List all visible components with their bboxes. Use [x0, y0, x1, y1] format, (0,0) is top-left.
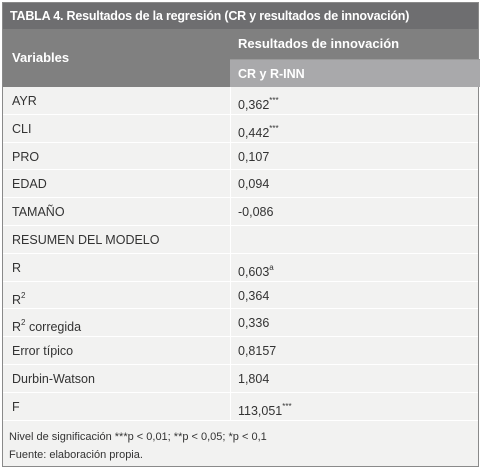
variable-label: CLI	[12, 121, 32, 136]
variable-cell: TAMAÑO	[12, 198, 65, 226]
variable-label: AYR	[12, 94, 37, 108]
table-row: EDAD 0,094	[3, 170, 478, 199]
value-label: 0,8157	[238, 344, 277, 359]
value-cell: 1,804	[238, 365, 269, 393]
value-label: 113,051	[238, 403, 283, 418]
value-label: 0,364	[238, 288, 270, 303]
value-cell: 0,336	[238, 309, 269, 337]
column-divider	[230, 337, 231, 365]
column-divider	[230, 170, 231, 199]
variable-label: Durbin-Watson	[12, 371, 95, 386]
value-cell: 0,442***	[238, 115, 279, 143]
variable-label: R	[12, 292, 22, 307]
column-divider	[230, 198, 231, 226]
table-title: TABLA 4. Resultados de la regresión (CR …	[3, 3, 478, 29]
value-label: 0,094	[238, 177, 270, 192]
variable-cell: EDAD	[12, 170, 47, 198]
variable-label: RESUMEN DEL MODELO	[12, 232, 160, 247]
table-row: Durbin-Watson 1,804	[3, 364, 478, 393]
column-divider	[230, 142, 231, 171]
variable-cell: RESUMEN DEL MODELO	[12, 226, 159, 254]
column-divider	[230, 309, 231, 338]
table-row: CLI 0,442***	[3, 114, 478, 143]
value-label: 0,362	[238, 98, 270, 113]
table-row: R2 0,364	[3, 281, 478, 310]
table-header: Variables Resultados de innovación CR y …	[3, 29, 480, 87]
column-divider	[230, 281, 231, 310]
value-label: 0,603	[238, 264, 270, 279]
table-row: PRO 0,107	[3, 142, 478, 171]
value-cell: -0,086	[238, 198, 273, 226]
variable-label: EDAD	[12, 177, 47, 192]
table-row: R 0,603a	[3, 253, 478, 282]
variable-cell: R2 corregida	[12, 309, 81, 337]
column-divider	[230, 392, 231, 421]
table-row: TAMAÑO -0,086	[3, 198, 478, 226]
header-subcolumn: CR y R-INN	[230, 59, 480, 87]
source-note: Fuente: elaboración propia.	[9, 449, 143, 461]
table-row: R2 corregida 0,336	[3, 309, 478, 338]
value-cell: 0,094	[238, 170, 269, 198]
variable-suffix: corregida	[25, 320, 82, 335]
header-group-innovation: Resultados de innovación	[238, 36, 400, 51]
value-cell: 0,362***	[238, 87, 279, 115]
value-label: 1,804	[238, 371, 270, 386]
table-row: AYR 0,362***	[3, 87, 478, 115]
variable-label: Error típico	[12, 344, 74, 359]
significance-note: Nivel de significación ***p < 0,01; **p …	[9, 431, 267, 443]
value-cell: 113,051***	[238, 393, 292, 421]
variable-cell: PRO	[12, 143, 39, 171]
value-label: 0,336	[238, 316, 270, 331]
variable-cell: R2	[12, 282, 25, 310]
value-label: 0,442	[238, 125, 270, 140]
value-cell: 0,8157	[238, 337, 276, 365]
significance-superscript: a	[269, 262, 274, 272]
column-divider	[230, 253, 231, 282]
column-divider	[230, 364, 231, 393]
value-cell: 0,364	[238, 282, 269, 310]
variable-superscript: 2	[21, 318, 26, 328]
table-notes: Nivel de significación ***p < 0,01; **p …	[9, 428, 267, 464]
column-divider	[230, 87, 231, 115]
table-body: AYR 0,362*** CLI 0,442*** PRO 0,107 EDAD 0,094 T…	[3, 87, 478, 421]
value-label: -0,086	[238, 205, 274, 220]
variable-superscript: 2	[21, 290, 26, 300]
variable-cell: R	[12, 254, 21, 282]
variable-cell: F	[12, 393, 20, 421]
variable-label: PRO	[12, 149, 40, 164]
variable-cell: AYR	[12, 87, 37, 115]
variable-cell: Durbin-Watson	[12, 365, 95, 393]
table-row: Error típico 0,8157	[3, 337, 478, 365]
variable-label: R	[12, 260, 22, 275]
variable-cell: Error típico	[12, 337, 73, 365]
column-divider	[230, 225, 231, 254]
column-divider	[230, 114, 231, 143]
variable-label: F	[12, 399, 20, 414]
table-row: F 113,051***	[3, 392, 478, 421]
variable-label: TAMAÑO	[12, 205, 65, 220]
significance-superscript: ***	[269, 123, 279, 133]
significance-superscript: ***	[282, 401, 292, 411]
value-label: 0,107	[238, 149, 270, 164]
significance-superscript: ***	[269, 96, 279, 105]
variable-label: R	[12, 320, 22, 335]
value-cell: 0,107	[238, 143, 269, 171]
variable-cell: CLI	[12, 115, 31, 143]
header-variables: Variables	[12, 50, 70, 65]
table-row: RESUMEN DEL MODELO	[3, 225, 478, 254]
value-cell: 0,603a	[238, 254, 274, 282]
